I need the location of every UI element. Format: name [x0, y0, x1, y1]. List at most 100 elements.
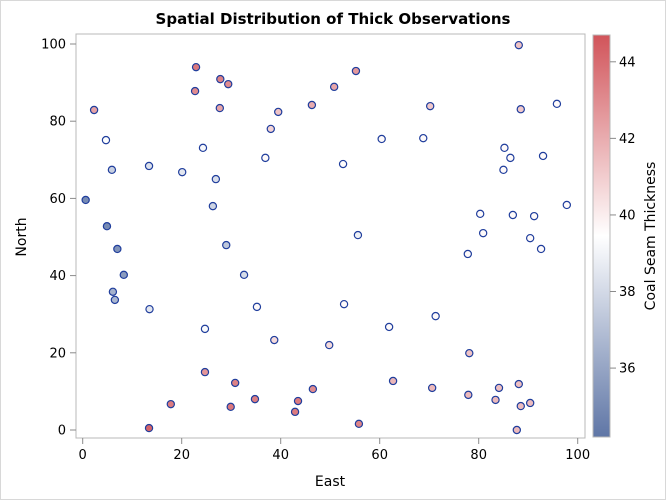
data-point [226, 402, 235, 412]
data-point [499, 165, 508, 175]
data-point [325, 340, 334, 350]
data-point [89, 105, 99, 115]
colorbar-tick-label: 40 [619, 208, 636, 223]
data-point [384, 322, 394, 332]
data-point [191, 62, 201, 72]
data-point [144, 161, 154, 171]
data-point [431, 311, 440, 321]
colorbar-tick-label: 44 [619, 55, 636, 70]
x-tick-label: 60 [371, 448, 388, 463]
x-tick-label: 0 [79, 448, 87, 463]
data-point [525, 398, 535, 408]
data-point [475, 209, 485, 219]
data-point [354, 419, 364, 429]
data-point [508, 210, 518, 220]
data-point [538, 151, 548, 161]
data-point [514, 40, 523, 50]
data-point [250, 394, 260, 404]
data-point [119, 270, 128, 280]
data-point [338, 159, 348, 169]
data-point [177, 167, 187, 177]
data-point [293, 396, 303, 406]
data-point [144, 423, 154, 433]
data-point [494, 383, 504, 393]
data-point [464, 390, 473, 400]
data-point [274, 107, 283, 117]
data-point [107, 165, 117, 175]
x-tick-label: 40 [272, 448, 289, 463]
data-point [516, 401, 525, 411]
x-tick-label: 80 [470, 448, 487, 463]
data-point [166, 399, 176, 409]
y-tick-label: 0 [58, 424, 66, 439]
y-axis: 0 20 40 60 80 100 [41, 38, 76, 439]
data-point [552, 99, 562, 109]
x-tick-label: 100 [565, 448, 590, 463]
data-point [224, 79, 233, 89]
data-point [500, 143, 509, 153]
data-point [222, 240, 231, 250]
data-point [215, 103, 225, 113]
y-tick-label: 80 [49, 115, 66, 130]
data-point [239, 270, 249, 280]
x-axis-label: East [315, 474, 346, 490]
data-point [478, 228, 488, 238]
colorbar-ticks: 36 38 40 42 44 [610, 55, 636, 377]
data-point [108, 287, 118, 297]
data-point [110, 295, 120, 305]
data-point [200, 324, 210, 334]
data-point [463, 249, 473, 259]
data-point [351, 66, 361, 76]
data-point [425, 101, 435, 111]
data-point [261, 153, 270, 163]
data-point [308, 384, 318, 394]
data-point [307, 100, 317, 110]
data-point [145, 304, 154, 314]
x-tick-label: 20 [173, 448, 190, 463]
y-tick-label: 100 [41, 38, 66, 53]
y-tick-label: 60 [49, 192, 66, 207]
data-point [512, 425, 522, 435]
data-point [353, 230, 363, 240]
data-point [198, 143, 208, 153]
data-point [427, 383, 437, 393]
data-point [491, 395, 500, 405]
data-point [514, 379, 523, 389]
colorbar-tick-label: 36 [619, 362, 636, 377]
colorbar-label: Coal Seam Thickness [643, 162, 659, 311]
data-point [388, 376, 398, 386]
data-point [290, 407, 300, 417]
data-point [329, 82, 339, 92]
data-point [211, 174, 221, 184]
data-point [270, 335, 279, 345]
chart-title: Spatial Distribution of Thick Observatio… [155, 10, 511, 28]
plot-area [75, 33, 586, 439]
data-point [230, 378, 240, 388]
data-point [266, 124, 275, 134]
colorbar [592, 34, 611, 438]
data-point [516, 105, 525, 114]
data-point [252, 302, 262, 312]
data-point [562, 200, 572, 210]
y-tick-label: 40 [49, 269, 66, 284]
data-point [419, 133, 428, 143]
data-point [216, 74, 225, 84]
data-point [506, 153, 515, 163]
data-point [200, 367, 210, 377]
data-point [339, 299, 349, 309]
data-point [113, 244, 122, 254]
data-point [101, 135, 111, 145]
y-axis-label: North [14, 217, 30, 256]
data-point [529, 211, 539, 221]
data-point [208, 201, 218, 211]
data-points [81, 40, 572, 435]
data-point [190, 86, 200, 96]
colorbar-tick-label: 38 [619, 285, 636, 300]
data-point [525, 233, 535, 243]
data-point [536, 244, 546, 254]
data-point [465, 348, 474, 358]
y-tick-label: 20 [49, 346, 66, 361]
data-point [377, 134, 386, 144]
colorbar-tick-label: 42 [619, 132, 636, 147]
